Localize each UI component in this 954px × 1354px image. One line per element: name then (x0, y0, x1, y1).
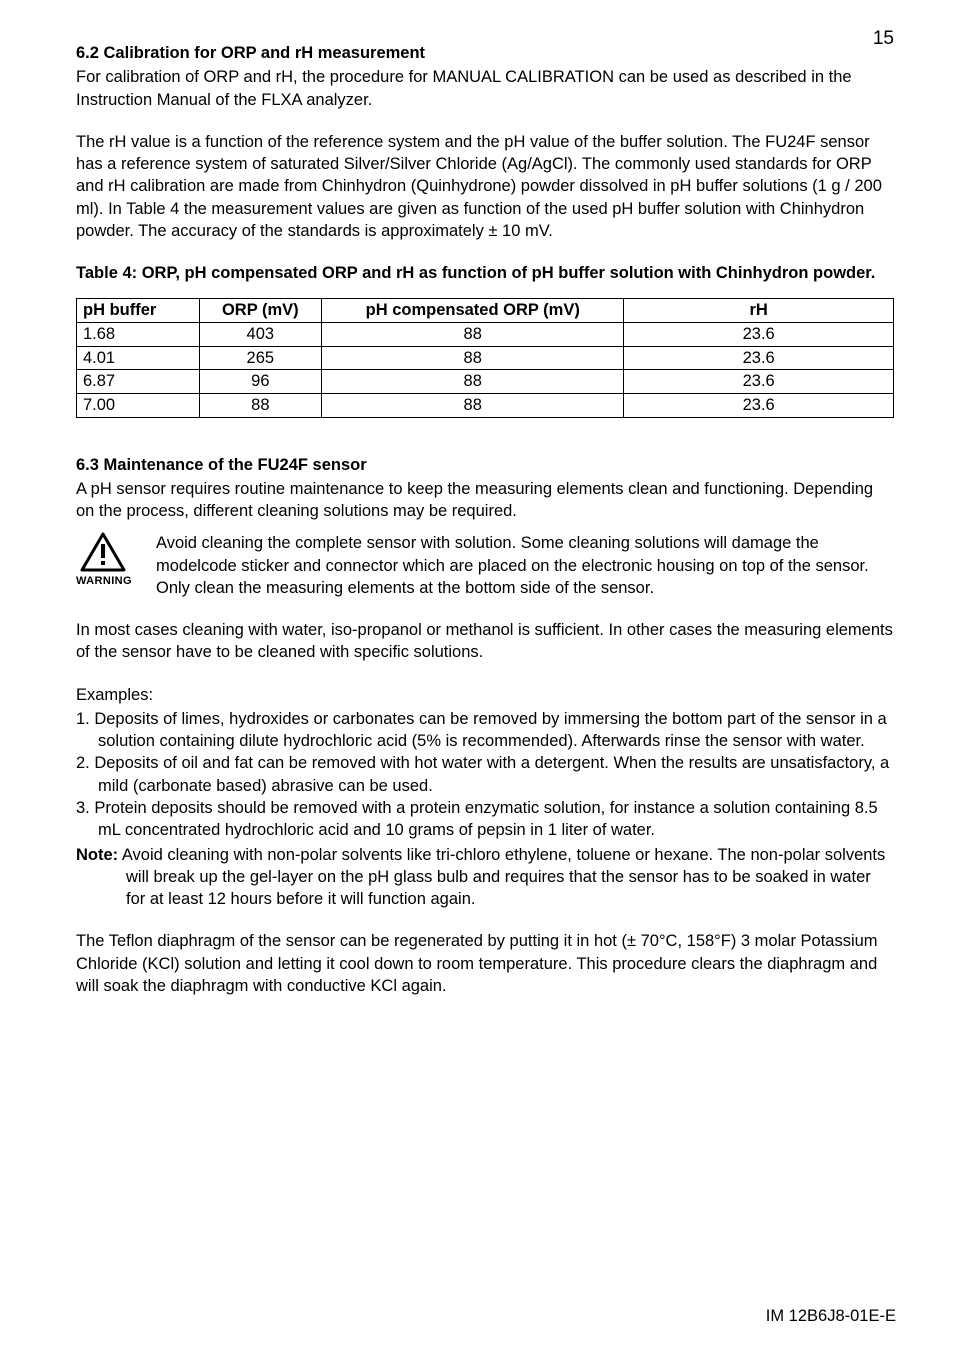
list-item: 1. Deposits of limes, hydroxides or carb… (76, 708, 894, 753)
table4-title: Table 4: ORP, pH compensated ORP and rH … (76, 262, 894, 284)
section-6-3-p1: A pH sensor requires routine maintenance… (76, 478, 894, 523)
table4-cell: 23.6 (624, 346, 894, 370)
table4-cell: 1.68 (77, 323, 200, 347)
table-row: 7.00888823.6 (77, 393, 894, 417)
table4-cell: 23.6 (624, 370, 894, 394)
section-6-2-title: 6.2 Calibration for ORP and rH measureme… (76, 42, 894, 64)
table4-cell: 4.01 (77, 346, 200, 370)
table4-cell: 88 (322, 393, 624, 417)
table4-header-cell: rH (624, 299, 894, 323)
examples-list: 1. Deposits of limes, hydroxides or carb… (76, 708, 894, 842)
table4-cell: 88 (322, 346, 624, 370)
note-para: Note: Avoid cleaning with non-polar solv… (76, 844, 894, 911)
section-6-3-title: 6.3 Maintenance of the FU24F sensor (76, 454, 894, 476)
table4-cell: 23.6 (624, 323, 894, 347)
table4-cell: 23.6 (624, 393, 894, 417)
list-item: 2. Deposits of oil and fat can be remove… (76, 752, 894, 797)
table4-header-cell: ORP (mV) (199, 299, 322, 323)
table4-cell: 96 (199, 370, 322, 394)
section-6-2-p2: The rH value is a function of the refere… (76, 131, 894, 242)
table4-cell: 88 (199, 393, 322, 417)
table-row: 6.87968823.6 (77, 370, 894, 394)
warning-text: Avoid cleaning the complete sensor with … (156, 532, 894, 599)
warning-block: WARNING Avoid cleaning the complete sens… (76, 532, 894, 599)
warning-icon-col: WARNING (76, 532, 152, 589)
warning-label: WARNING (76, 574, 152, 589)
table4-header-cell: pH buffer (77, 299, 200, 323)
page-footer: IM 12B6J8-01E-E (766, 1307, 896, 1326)
table4-cell: 88 (322, 370, 624, 394)
section-6-3-p2: In most cases cleaning with water, iso-p… (76, 619, 894, 664)
table4-cell: 6.87 (77, 370, 200, 394)
table4-header-row: pH bufferORP (mV)pH compensated ORP (mV)… (77, 299, 894, 323)
table-row: 1.684038823.6 (77, 323, 894, 347)
table4-cell: 403 (199, 323, 322, 347)
table4: pH bufferORP (mV)pH compensated ORP (mV)… (76, 298, 894, 417)
table4-cell: 265 (199, 346, 322, 370)
page-number: 15 (873, 28, 894, 50)
table4-header-cell: pH compensated ORP (mV) (322, 299, 624, 323)
note-text: Avoid cleaning with non-polar solvents l… (118, 846, 885, 909)
list-item: 3. Protein deposits should be removed wi… (76, 797, 894, 842)
section-6-3-p3: The Teflon diaphragm of the sensor can b… (76, 930, 894, 997)
examples-title: Examples: (76, 684, 894, 706)
page: 15 6.2 Calibration for ORP and rH measur… (0, 0, 954, 1354)
section-6-2-p1: For calibration of ORP and rH, the proce… (76, 66, 894, 111)
table4-cell: 7.00 (77, 393, 200, 417)
note-label: Note: (76, 846, 118, 864)
table4-cell: 88 (322, 323, 624, 347)
table-row: 4.012658823.6 (77, 346, 894, 370)
warning-icon (80, 532, 126, 572)
